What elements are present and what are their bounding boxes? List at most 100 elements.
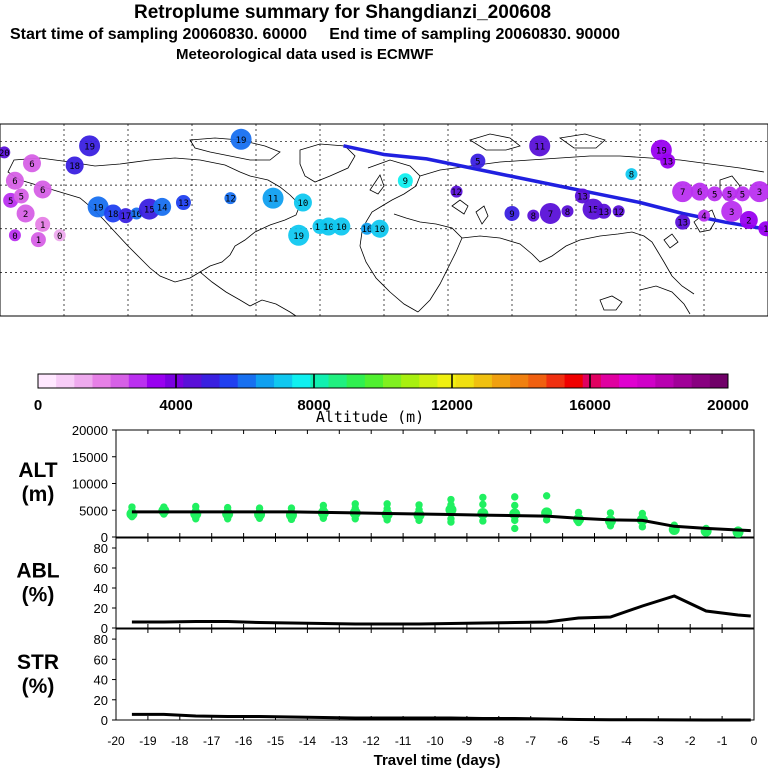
plume-marker <box>79 135 101 157</box>
colorbar-cell <box>510 374 529 388</box>
plume-marker-day-label: 16 <box>131 210 142 220</box>
x-tick-label: -4 <box>621 734 632 748</box>
panel-unit: (m) <box>22 483 55 506</box>
altitude-cluster-point <box>511 516 519 525</box>
plume-marker-day-label: 5 <box>727 190 732 200</box>
panel-alt: 20000 15000 10000 5000 0 ALT(m) <box>18 423 755 545</box>
plume-marker-day-label: 2 <box>746 217 751 227</box>
plume-marker <box>319 217 338 236</box>
panel-frame <box>115 628 755 721</box>
colorbar-cell <box>655 374 675 388</box>
colorbar-cell <box>364 374 384 388</box>
x-tick-label: 0 <box>751 734 758 748</box>
plume-marker <box>153 197 172 216</box>
plume-marker-day-label: 7 <box>548 210 553 220</box>
plume-marker-day-label: 5 <box>740 190 745 200</box>
plume-marker-day-label: 11 <box>268 195 279 205</box>
colorbar-cell <box>183 374 202 388</box>
colorbar-cell <box>419 374 438 388</box>
sampling-times: Start time of sampling 20060830. 60000 E… <box>10 26 621 43</box>
altitude-cluster-point <box>383 516 391 524</box>
y-tick-label: 20 <box>94 693 108 708</box>
world-map: 2019191817161514131211101310101916109125… <box>0 123 768 317</box>
altitude-cluster-point <box>542 516 551 524</box>
altitude-cluster-point <box>511 493 519 501</box>
chart-title: Retroplume summary for Shangdianzi_20060… <box>134 2 552 23</box>
plume-marker <box>690 182 709 201</box>
altitude-cluster-point <box>511 524 519 533</box>
plume-marker-day-label: 12 <box>613 208 624 218</box>
plume-marker-day-label: 0 <box>12 232 17 242</box>
colorbar-cell <box>219 374 239 388</box>
colorbar-cell <box>564 374 584 388</box>
altitude-cluster-point <box>606 522 615 530</box>
altitude-cluster-point <box>479 493 487 502</box>
plume-marker-day-label: 8 <box>565 208 570 218</box>
colorbar-cells <box>38 374 729 388</box>
colorbar-cell <box>637 374 656 388</box>
y-tick-label: 80 <box>94 632 108 647</box>
plume-marker-day-label: 10 <box>336 223 347 233</box>
plume-marker <box>118 208 134 224</box>
plume-marker <box>527 209 540 222</box>
colorbar-tick-label: 12000 <box>431 397 473 414</box>
altitude-cluster-point <box>287 515 296 524</box>
colorbar-tick-label: 0 <box>34 397 42 414</box>
travel-time-axis: Travel time (days) -20 -19 -18 -17 -16 -15 -14… <box>107 734 757 768</box>
plume-marker-day-label: 17 <box>120 212 131 222</box>
colorbar-cell <box>673 374 693 388</box>
y-tick-label: 15000 <box>72 450 108 465</box>
x-tick-label: -6 <box>557 734 568 748</box>
plume-marker-day-label: 11 <box>534 142 545 152</box>
x-tick-label: -2 <box>685 734 696 748</box>
plume-marker <box>675 214 691 230</box>
x-tick-label: -12 <box>363 734 381 748</box>
colorbar-label: Altitude (m) <box>316 408 424 426</box>
x-tick-label: -3 <box>653 734 664 748</box>
colorbar-cell <box>437 374 457 388</box>
colorbar-cell <box>201 374 221 388</box>
altitude-cluster-point <box>574 518 583 527</box>
colorbar-tick-label: 20000 <box>707 397 749 414</box>
plume-marker-day-label: 1 <box>40 221 45 231</box>
colorbar-tick-label: 8000 <box>297 397 330 414</box>
plume-marker-day-label: 5 <box>19 193 24 203</box>
plume-marker-day-label: 14 <box>157 203 168 213</box>
y-tick-label: 20 <box>94 601 108 616</box>
x-tick-label: -14 <box>299 734 317 748</box>
plume-marker-day-label: 13 <box>662 158 673 168</box>
altitude-cluster-point <box>351 515 359 523</box>
colorbar-tick-labels: 0 4000 8000 12000 16000 20000 <box>34 397 749 414</box>
plume-marker <box>529 135 551 157</box>
plume-marker-day-label: 19 <box>93 203 104 213</box>
plume-marker-day-label: 6 <box>697 188 702 198</box>
x-tick-label: -9 <box>462 734 473 748</box>
y-tick-label: 5000 <box>79 503 108 518</box>
colorbar-frame <box>37 373 729 389</box>
panel-mean-line <box>131 510 751 533</box>
colorbar-tick-label: 4000 <box>159 397 192 414</box>
colorbar-cell <box>56 374 75 388</box>
plume-marker-day-label: 1 <box>36 236 41 246</box>
colorbar-cell <box>691 374 711 388</box>
plume-marker-day-label: 9 <box>509 210 514 220</box>
altitude-cluster-point <box>192 515 200 523</box>
plume-marker <box>13 188 29 204</box>
plume-marker-day-label: 3 <box>757 188 762 198</box>
plume-marker <box>698 209 710 222</box>
colorbar-cell <box>491 374 511 388</box>
x-tick-label: -5 <box>589 734 600 748</box>
x-axis-label: Travel time (days) <box>374 752 501 768</box>
plume-marker <box>8 229 21 242</box>
plume-cluster-markers: 2019191817161514131211101310101916109125… <box>0 128 768 248</box>
plume-marker <box>16 204 35 223</box>
altitude-cluster-point <box>511 501 519 510</box>
plume-marker <box>262 187 284 209</box>
colorbar-cell <box>74 374 93 388</box>
plume-marker-day-label: 9 <box>403 177 408 187</box>
x-tick-label: -7 <box>525 734 536 748</box>
altitude-colorbar: 0 4000 8000 12000 16000 20000 Altitude (m) <box>34 373 749 426</box>
plume-marker <box>175 195 191 211</box>
plume-marker-day-label: 15 <box>588 206 599 216</box>
plume-marker-day-label: 7 <box>680 188 685 198</box>
